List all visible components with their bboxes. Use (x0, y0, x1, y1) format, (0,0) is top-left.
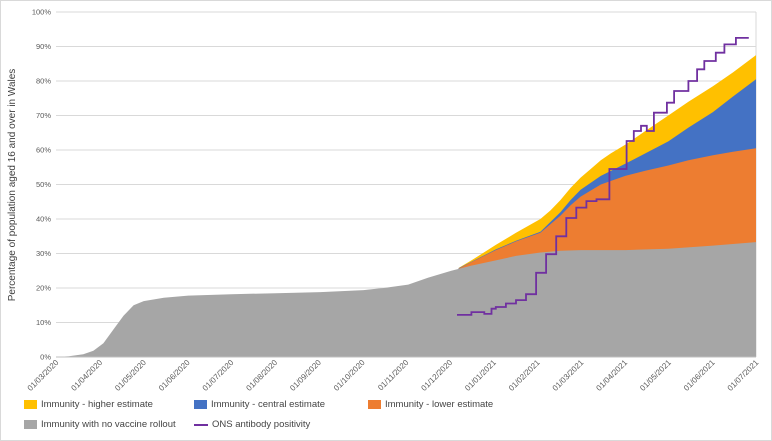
x-tick-label: 01/05/2021 (638, 358, 673, 393)
y-tick-label: 40% (36, 215, 51, 224)
legend-swatch-lower-estimate (368, 400, 381, 409)
x-tick-label: 01/06/2021 (682, 358, 717, 393)
x-tick-label: 01/02/2021 (507, 358, 542, 393)
x-tick-label: 01/10/2020 (332, 358, 367, 393)
x-tick-label: 01/08/2020 (244, 358, 279, 393)
legend-swatch-no-vaccine (24, 420, 37, 429)
x-tick-label: 01/01/2021 (463, 358, 498, 393)
legend-item-immunity-central-estimate: Immunity - central estimate (194, 399, 325, 410)
x-tick-label: 01/11/2020 (376, 358, 411, 393)
legend-swatch-central-estimate (194, 400, 207, 409)
y-tick-label: 50% (36, 180, 51, 189)
y-tick-label: 20% (36, 284, 51, 293)
legend-item-immunity-higher-estimate: Immunity - higher estimate (24, 399, 153, 410)
y-tick-label: 80% (36, 77, 51, 86)
x-tick-label: 01/07/2020 (201, 358, 236, 393)
x-tick-label: 01/03/2020 (26, 358, 61, 393)
legend-item-immunity-lower-estimate: Immunity - lower estimate (368, 399, 493, 410)
x-axis-tick-labels: 01/03/2020 01/04/2020 01/05/2020 01/06/2020… (26, 358, 761, 393)
y-tick-label: 0% (40, 353, 51, 362)
x-tick-label: 01/09/2020 (288, 358, 323, 393)
y-tick-label: 70% (36, 111, 51, 120)
y-axis-tick-labels: 0% 10% 20% 30% 40% 50% 60% 70% 80% 90% 100% (32, 8, 52, 362)
legend-swatch-higher-estimate (24, 400, 37, 409)
y-axis-title: Percentage of population aged 16 and ove… (7, 69, 18, 302)
legend-label: ONS antibody positivity (212, 419, 311, 430)
x-tick-label: 01/05/2020 (113, 358, 148, 393)
legend-label: Immunity with no vaccine rollout (41, 419, 176, 430)
legend-label: Immunity - higher estimate (41, 399, 153, 410)
x-tick-label: 01/06/2020 (157, 358, 192, 393)
legend-item-ons-antibody-positivity: ONS antibody positivity (194, 419, 310, 430)
y-tick-label: 30% (36, 249, 51, 258)
legend-label: Immunity - lower estimate (385, 399, 494, 410)
x-tick-label: 01/04/2021 (594, 358, 629, 393)
line-ONS antibody positivity (457, 37, 749, 316)
area-Immunity with no vaccine rollout (56, 242, 756, 357)
x-tick-label: 01/07/2021 (726, 358, 761, 393)
x-tick-label: 01/12/2020 (419, 358, 454, 393)
y-tick-label: 100% (32, 8, 52, 17)
x-tick-label: 01/04/2020 (69, 358, 104, 393)
x-tick-label: 01/03/2021 (551, 358, 586, 393)
ons-antibody-line (457, 37, 749, 316)
legend-label: Immunity - central estimate (211, 399, 326, 410)
y-tick-label: 60% (36, 146, 51, 155)
chart-series-areas (56, 55, 756, 358)
y-tick-label: 90% (36, 42, 51, 51)
legend-item-immunity-no-vaccine-rollout: Immunity with no vaccine rollout (24, 419, 176, 430)
y-tick-label: 10% (36, 318, 51, 327)
legend-swatch-ons-line (194, 423, 208, 426)
